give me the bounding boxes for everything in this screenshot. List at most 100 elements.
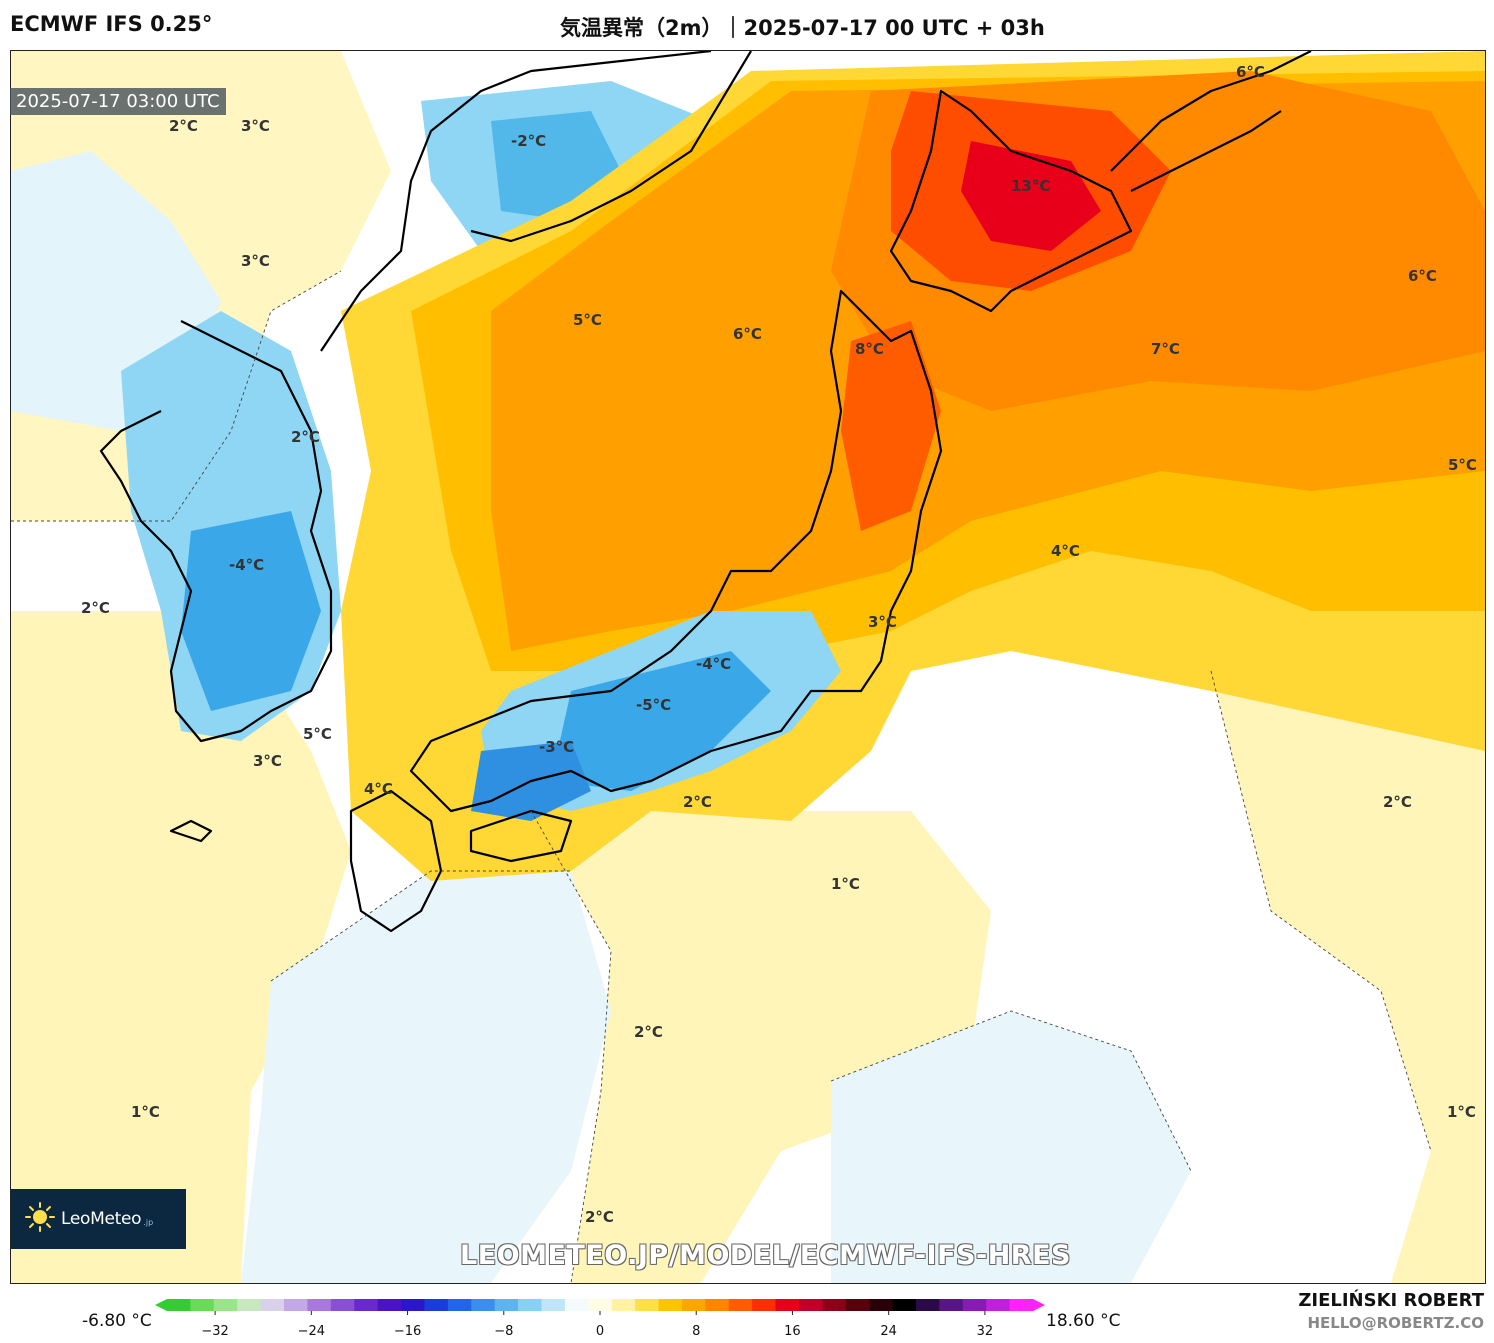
value-label: -5°C: [636, 696, 671, 714]
value-label: 2°C: [291, 428, 320, 446]
colorbar-swatch: [354, 1299, 379, 1311]
value-label: 4°C: [364, 780, 393, 798]
colorbar-tick-label: 24: [880, 1324, 897, 1339]
value-label: 13°C: [1011, 177, 1050, 195]
colorbar-swatch: [167, 1299, 191, 1311]
colorbar-swatch: [588, 1299, 613, 1311]
coastline-jeju: [169, 819, 213, 843]
colorbar-swatch: [892, 1299, 917, 1311]
region-pale-blue-south: [241, 871, 611, 1283]
colorbar-swatch: [611, 1299, 636, 1311]
coastline-korea: [99, 320, 333, 743]
region-red-tohoku: [841, 321, 941, 531]
colorbar-swatch: [986, 1299, 1011, 1311]
region-pale-blue-se: [831, 1011, 1191, 1283]
colorbar-tick-label: −8: [494, 1324, 513, 1339]
colorbar-left-arrow: [155, 1299, 167, 1311]
value-label: 2°C: [585, 1208, 614, 1226]
value-label: 3°C: [241, 252, 270, 270]
coastline-manchuria: [320, 51, 712, 352]
region-blue-korea-core: [181, 511, 321, 711]
value-label: 1°C: [1447, 1103, 1476, 1121]
colorbar-swatch: [635, 1299, 660, 1311]
anomaly-map: 2°C 3°C -2°C 6°C 13°C 3°C 5°C 6°C 6°C 8°…: [10, 50, 1486, 1284]
colorbar-swatch: [752, 1299, 777, 1311]
colorbar-swatch: [705, 1299, 730, 1311]
model-name: ECMWF IFS 0.25°: [10, 12, 213, 36]
colorbar-min-label: -6.80 °C: [82, 1311, 152, 1331]
colorbar-tick-label: 16: [784, 1324, 801, 1339]
colorbar-swatch: [424, 1299, 449, 1311]
leometeo-logo: LeoMeteo .jp: [11, 1189, 186, 1249]
value-labels: 2°C 3°C -2°C 6°C 13°C 3°C 5°C 6°C 6°C 8°…: [81, 63, 1477, 1226]
region-blue-japan-core: [551, 651, 771, 791]
author-email: HELLO@ROBERTZ.CO: [1307, 1314, 1484, 1332]
model-url: LEOMETEO.JP/MODEL/ECMWF-IFS-HRES: [460, 1240, 1071, 1271]
colorbar-swatch: [775, 1299, 800, 1311]
colorbar-swatch: [962, 1299, 987, 1311]
colorbar-swatch: [564, 1299, 589, 1311]
colorbar-swatch: [541, 1299, 566, 1311]
value-label: 2°C: [1383, 793, 1412, 811]
value-label: -4°C: [229, 556, 264, 574]
logo-text: LeoMeteo: [61, 1209, 142, 1229]
value-label: 6°C: [1236, 63, 1265, 81]
value-label: 2°C: [81, 599, 110, 617]
value-label: 6°C: [1408, 267, 1437, 285]
colorbar-swatch: [494, 1299, 519, 1311]
value-label: 1°C: [831, 875, 860, 893]
region-light-yellow-east: [1211, 671, 1485, 1283]
colorbar-swatch: [518, 1299, 542, 1311]
value-label: 5°C: [303, 725, 332, 743]
colorbar-swatch: [447, 1299, 472, 1311]
colorbar-swatch: [728, 1299, 753, 1311]
colorbar-swatch: [845, 1299, 870, 1311]
coastline-hokkaido: [889, 89, 1133, 313]
colorbar-swatch: [190, 1299, 215, 1311]
colorbar-swatch: [1009, 1299, 1034, 1311]
value-label: 1°C: [131, 1103, 160, 1121]
colorbar-tick-label: 0: [596, 1324, 604, 1339]
colorbar-right-arrow: [1033, 1299, 1045, 1311]
colorbar-tick-label: −16: [394, 1324, 421, 1339]
colorbar-swatch: [915, 1299, 940, 1311]
value-label: 2°C: [634, 1023, 663, 1041]
coastline-kyushu: [349, 789, 443, 933]
colorbar-swatch: [401, 1299, 425, 1311]
coastline-primorye: [470, 51, 752, 243]
colorbar-tick-label: 8: [692, 1324, 700, 1339]
colorbar-swatch: [939, 1299, 964, 1311]
colorbar-tick-label: −32: [201, 1324, 228, 1339]
colorbar-tick-label: −24: [298, 1324, 325, 1339]
map-title: 気温異常（2m）｜2025-07-17 00 UTC + 03h: [560, 16, 1045, 40]
logo-suffix: .jp: [143, 1217, 154, 1227]
value-label: 8°C: [855, 340, 884, 358]
value-label: -4°C: [696, 655, 731, 673]
colorbar-swatch: [213, 1299, 238, 1311]
colorbar: −32 −24 −16 −8 0 8 16 24 32: [155, 1297, 1045, 1343]
value-label: 5°C: [573, 311, 602, 329]
coastline-honshu: [409, 289, 943, 813]
colorbar-swatch: [471, 1299, 496, 1311]
value-label: 2°C: [683, 793, 712, 811]
value-label: 6°C: [733, 325, 762, 343]
colorbar-swatch: [330, 1299, 355, 1311]
colorbar-swatch: [237, 1299, 262, 1311]
value-label: 3°C: [868, 613, 897, 631]
value-label: 3°C: [253, 752, 282, 770]
value-label: 3°C: [241, 117, 270, 135]
region-light-yellow-south: [531, 811, 991, 1283]
colorbar-swatch: [377, 1299, 402, 1311]
sun-icon: [25, 1202, 55, 1236]
colorbar-swatch: [869, 1299, 894, 1311]
contour-lines: [11, 270, 1432, 1283]
valid-time-stamp: 2025-07-17 03:00 UTC: [10, 88, 226, 115]
value-label: 7°C: [1151, 340, 1180, 358]
coastline-sakhalin: [1110, 51, 1312, 172]
coastline-kuril: [1130, 110, 1282, 192]
colorbar-max-label: 18.60 °C: [1046, 1311, 1121, 1331]
map-canvas: 2°C 3°C -2°C 6°C 13°C 3°C 5°C 6°C 6°C 8°…: [11, 51, 1485, 1283]
colorbar-swatch: [798, 1299, 823, 1311]
colorbar-swatch: [658, 1299, 683, 1311]
colorbar-swatch: [681, 1299, 706, 1311]
